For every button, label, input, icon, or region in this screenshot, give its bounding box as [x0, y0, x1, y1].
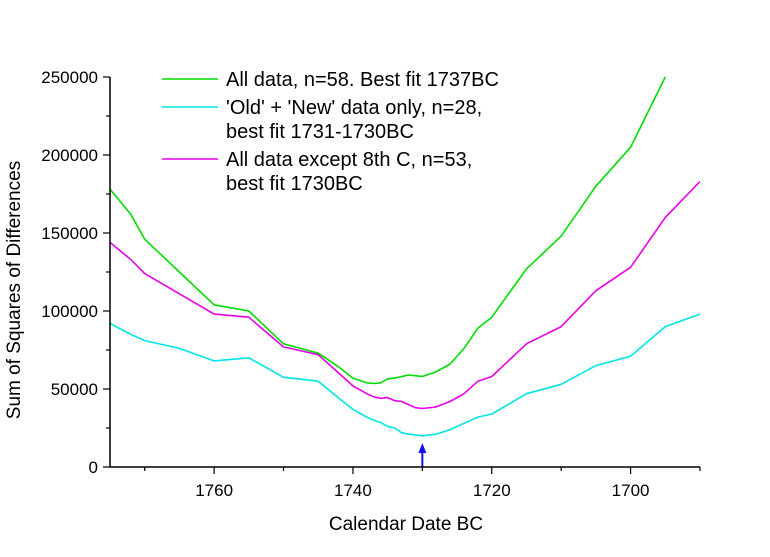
- legend-entry-2-line-2: best fit 1731-1730BC: [226, 121, 414, 143]
- y-tick-label: 100000: [41, 302, 98, 321]
- plot-area: [110, 76, 700, 467]
- legend-entry-3-line-2: best fit 1730BC: [226, 173, 363, 195]
- x-tick-label: 1760: [195, 481, 233, 500]
- best-fit-arrow-head: [418, 443, 427, 453]
- y-tick-label: 0: [89, 458, 98, 477]
- legend-entry-2-line-1: 'Old' + 'New' data only, n=28,: [226, 97, 482, 119]
- x-tick-label: 1700: [612, 481, 650, 500]
- y-axis-label: Sum of Squares of Differences: [4, 161, 25, 419]
- y-tick-label: 250000: [41, 68, 98, 87]
- legend-entry-1-line-1: All data, n=58. Best fit 1737BC: [226, 69, 499, 91]
- y-tick-label: 200000: [41, 146, 98, 165]
- series-line-1: [110, 76, 667, 385]
- series-line-3: [110, 180, 700, 410]
- series-group: [110, 76, 700, 437]
- y-tick-label: 50000: [51, 380, 98, 399]
- y-tick-label: 150000: [41, 224, 98, 243]
- series-line-2: [110, 313, 700, 437]
- legend: All data, n=58. Best fit 1737BC 'Old' + '…: [162, 69, 499, 195]
- legend-entry-3-line-1: All data except 8th C, n=53,: [226, 149, 472, 171]
- x-tick-label: 1740: [334, 481, 372, 500]
- x-tick-label: 1720: [473, 481, 511, 500]
- axes: 1760 1740 1720 1700 0 50000 100000 150000 200000…: [41, 68, 701, 500]
- x-axis-label: Calendar Date BC: [329, 514, 483, 535]
